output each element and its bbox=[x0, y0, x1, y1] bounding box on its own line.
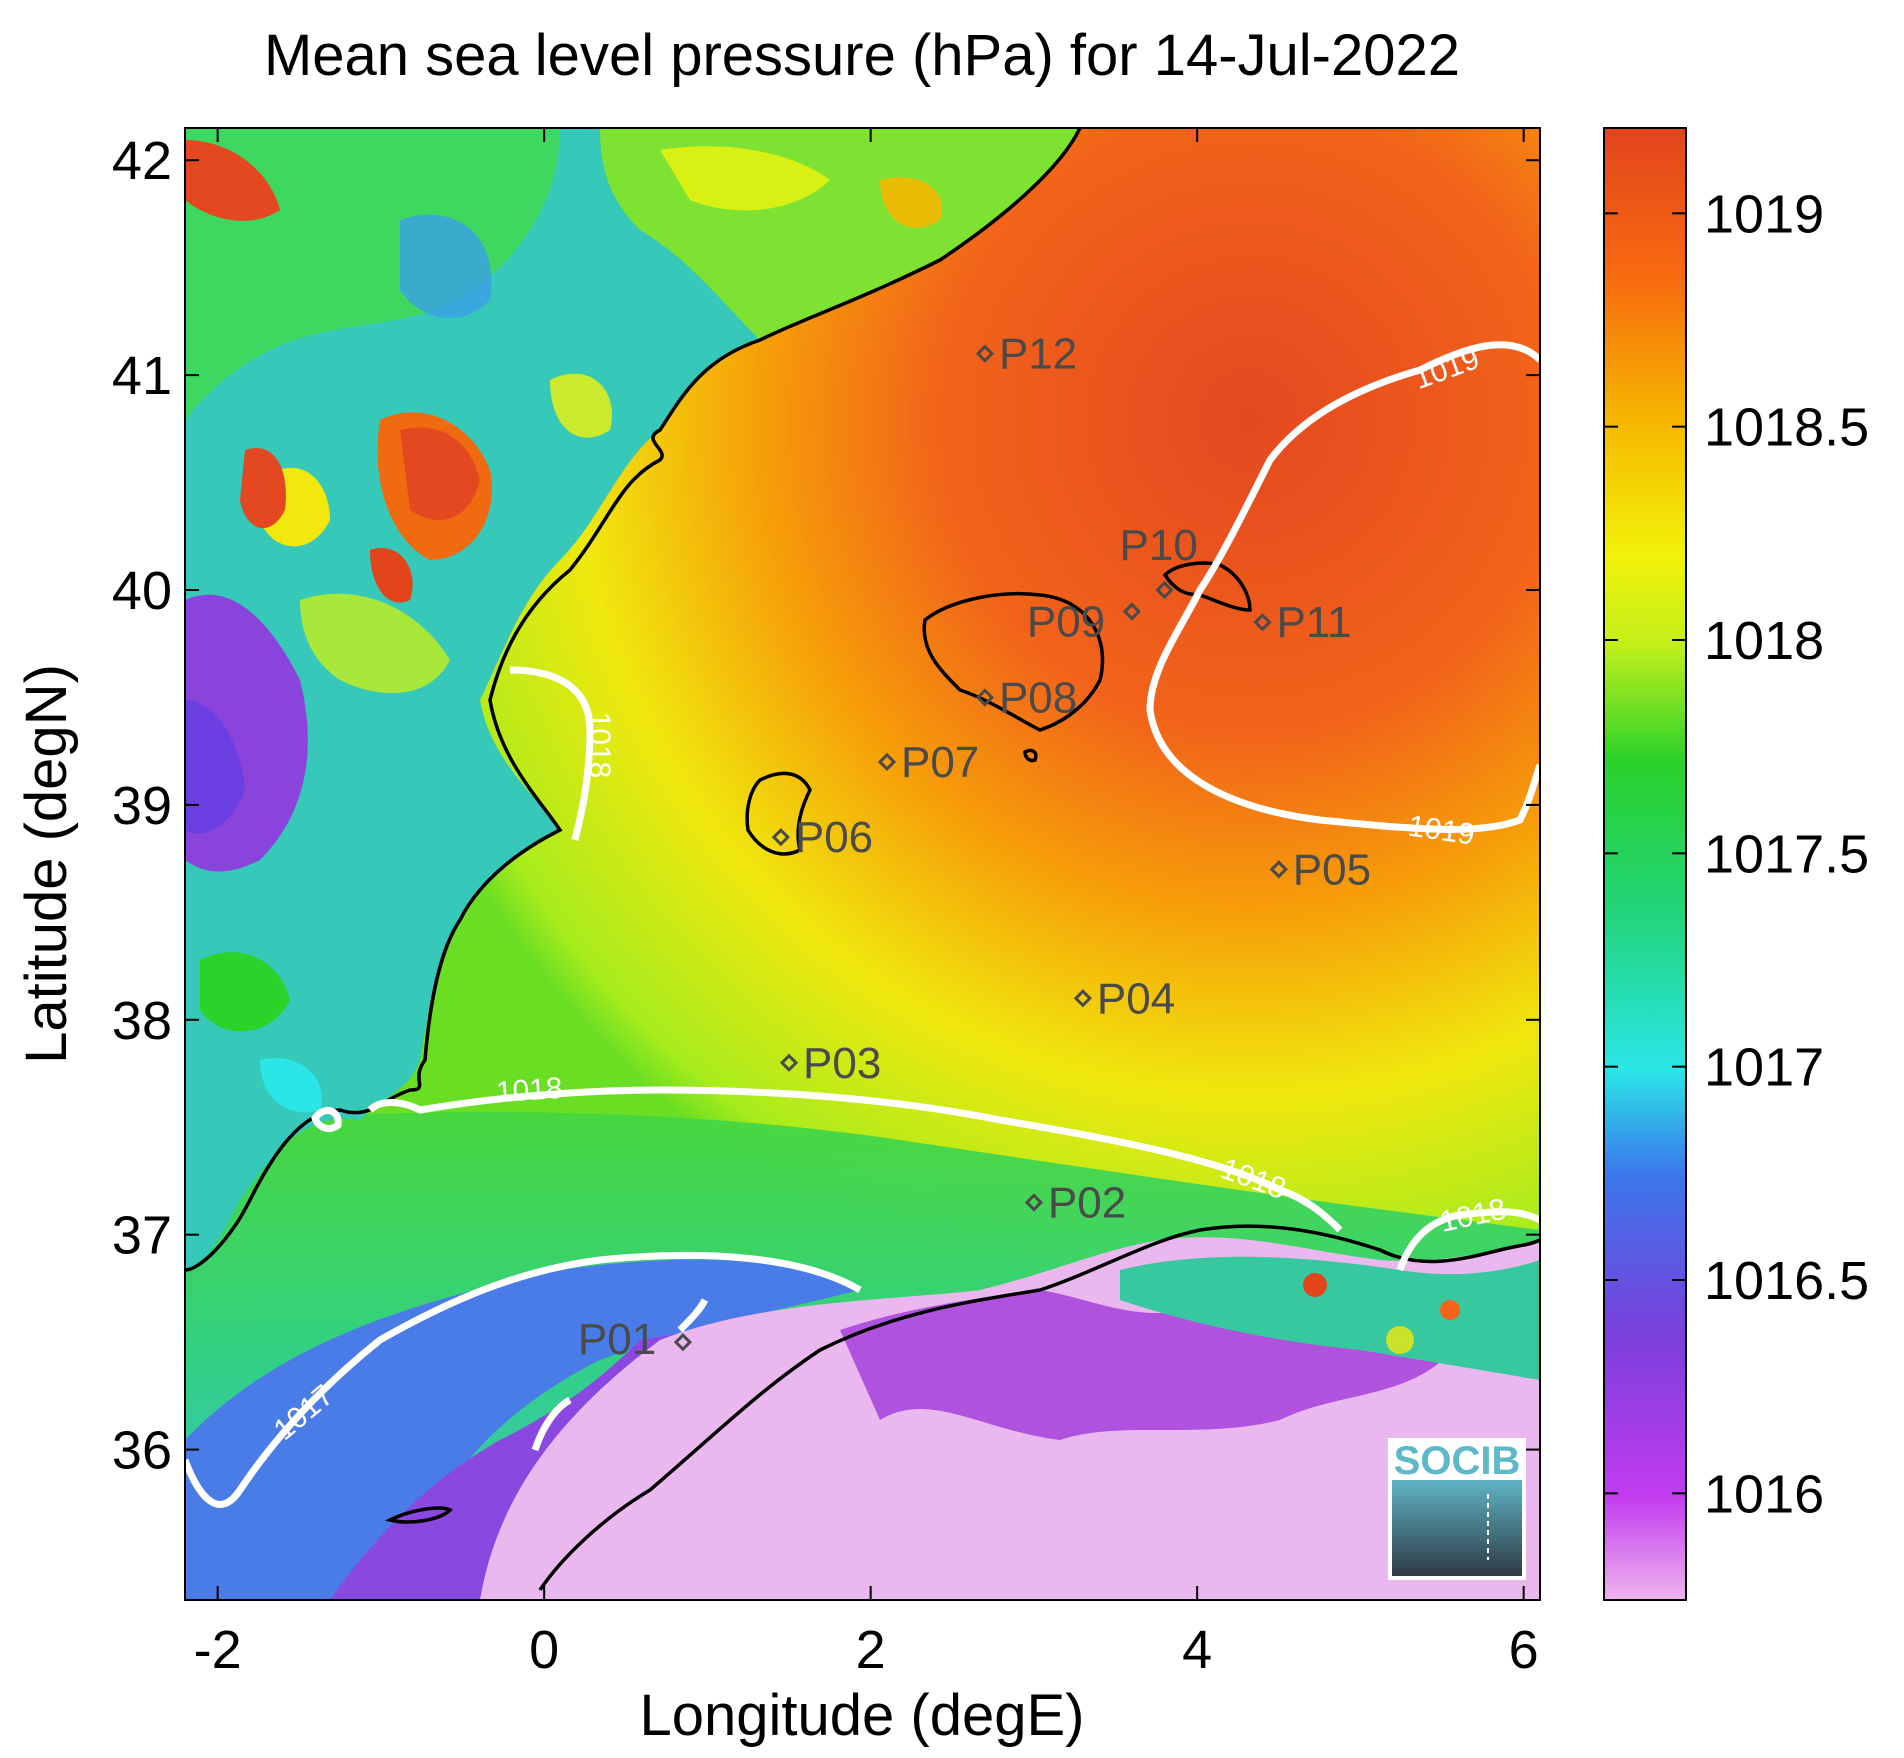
y-tick-label: 36 bbox=[112, 1421, 172, 1481]
colorbar bbox=[1603, 127, 1687, 1601]
station-marker bbox=[779, 1053, 799, 1072]
x-tick-label: 6 bbox=[1509, 1620, 1539, 1680]
y-axis-label: Latitude (degN) bbox=[14, 664, 79, 1064]
station-marker bbox=[1155, 580, 1174, 600]
station-label: P02 bbox=[1048, 1178, 1126, 1227]
station-label: P10 bbox=[1120, 521, 1198, 570]
contour-1018-south bbox=[367, 1086, 1343, 1233]
station-label: P11 bbox=[1276, 598, 1351, 647]
colorbar-tick-label: 1017.5 bbox=[1704, 824, 1869, 884]
contour-1017-southwest bbox=[185, 1251, 862, 1508]
socib-logo: SOCIB bbox=[1388, 1438, 1526, 1580]
station-label: P05 bbox=[1293, 845, 1371, 894]
station-label: P12 bbox=[999, 330, 1077, 379]
station-label: P09 bbox=[1027, 598, 1105, 647]
station-marker bbox=[1269, 860, 1288, 879]
station-marker bbox=[975, 344, 995, 363]
station-marker bbox=[1253, 613, 1272, 632]
socib-logo-text: SOCIB bbox=[1394, 1439, 1521, 1483]
contour-1018-small bbox=[311, 1107, 342, 1132]
x-axis-label: Longitude (degE) bbox=[640, 1683, 1085, 1748]
station-marker bbox=[1024, 1193, 1044, 1212]
contour-1017-fragment bbox=[531, 1396, 572, 1452]
y-tick-label: 37 bbox=[112, 1206, 172, 1266]
contour-1018-southeast bbox=[1396, 1208, 1540, 1272]
station-label: P06 bbox=[795, 813, 873, 862]
y-tick-label: 40 bbox=[112, 561, 172, 621]
station-label: P04 bbox=[1097, 974, 1175, 1023]
colorbar-ticks: 1016 1016.5 1017 1017.5 1018 1018.5 1019 bbox=[1604, 184, 1869, 1524]
colorbar-tick-label: 1019 bbox=[1704, 184, 1824, 244]
y-tick-label: 38 bbox=[112, 991, 172, 1051]
contour-1019-east bbox=[1146, 341, 1540, 833]
station-marker bbox=[771, 828, 790, 847]
contour-label: 1018 bbox=[583, 712, 616, 779]
contour-lines bbox=[185, 341, 1540, 1508]
colorbar-tick-label: 1016 bbox=[1704, 1464, 1824, 1524]
contour-label: 1018 bbox=[495, 1072, 564, 1110]
colorbar-tick-label: 1017 bbox=[1704, 1038, 1824, 1098]
y-tick-label: 42 bbox=[112, 131, 172, 191]
y-tick-label: 39 bbox=[112, 776, 172, 836]
x-tick-label: 0 bbox=[529, 1620, 559, 1680]
station-label: P07 bbox=[901, 738, 979, 787]
station-label: P08 bbox=[999, 673, 1077, 722]
pressure-field bbox=[185, 128, 1540, 1600]
colorbar-tick-label: 1016.5 bbox=[1704, 1251, 1869, 1311]
station-marker bbox=[1073, 989, 1093, 1008]
x-tick-label: -2 bbox=[194, 1620, 242, 1680]
y-tick-label: 41 bbox=[112, 346, 172, 406]
colorbar-tick-label: 1018.5 bbox=[1704, 398, 1869, 458]
station-markers: P01 P02 P03 P04 P05 P06 P07 P08 P09 P10 P11 P12 bbox=[578, 330, 1371, 1364]
station-marker bbox=[975, 688, 995, 707]
station-marker bbox=[877, 752, 897, 772]
x-axis: -2 0 2 4 6 bbox=[194, 128, 1539, 1680]
station-marker bbox=[1122, 602, 1141, 621]
contour-1017-fragment-2 bbox=[677, 1298, 709, 1333]
station-marker bbox=[673, 1333, 693, 1352]
y-axis: 36 37 38 39 40 41 42 bbox=[112, 131, 1540, 1481]
plot-frame bbox=[184, 127, 1541, 1601]
chart-title: Mean sea level pressure (hPa) for 14-Jul… bbox=[264, 23, 1460, 88]
coastlines bbox=[185, 128, 1540, 1591]
contour-1018-west bbox=[509, 666, 594, 841]
x-tick-label: 2 bbox=[856, 1620, 886, 1680]
station-label: P01 bbox=[578, 1315, 656, 1364]
x-tick-label: 4 bbox=[1182, 1620, 1212, 1680]
colorbar-tick-label: 1018 bbox=[1704, 611, 1824, 671]
station-label: P03 bbox=[803, 1039, 881, 1088]
